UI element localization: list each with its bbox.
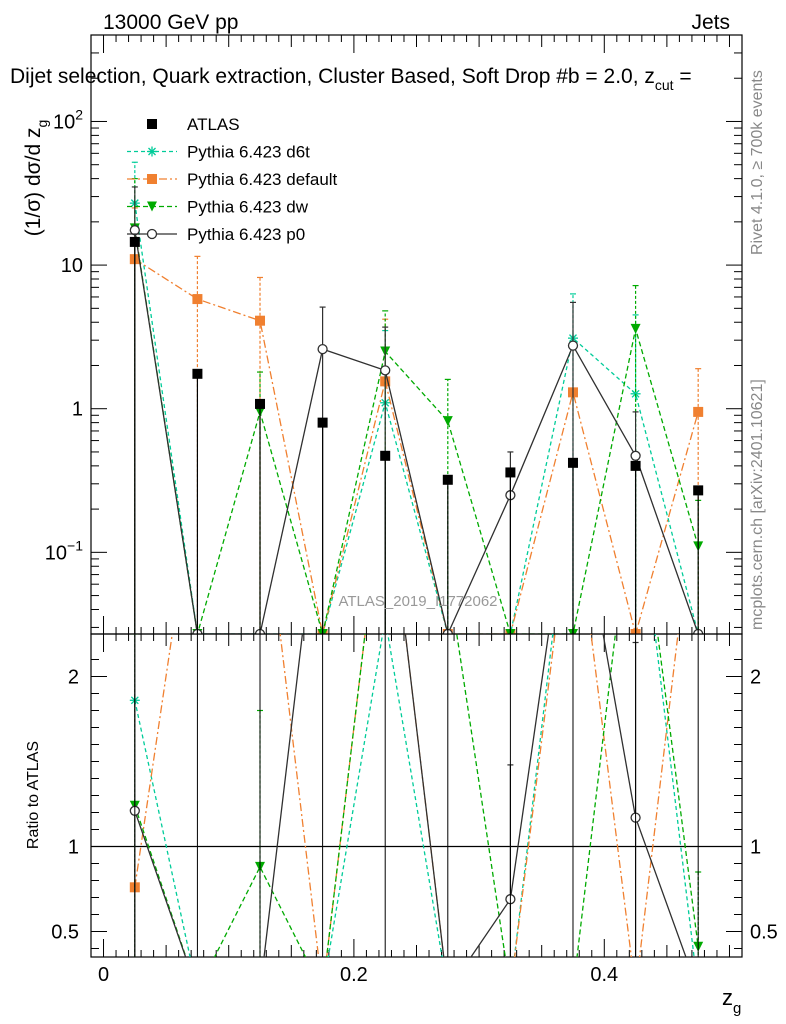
ratio-line-pythia-6-423-dw xyxy=(134,634,699,957)
x-axis-label: zg xyxy=(722,985,741,1017)
y-axis-label: (1/σ) dσ/d zg xyxy=(22,120,50,237)
data-point-atlas xyxy=(192,368,203,379)
data-point-atlas xyxy=(505,467,516,478)
ratio-y-tick-label: 1 xyxy=(68,837,79,859)
main-plot: 10−1 1 10 102 xyxy=(45,34,743,635)
data-point-atlas xyxy=(380,450,391,461)
x-tick-label: 0 xyxy=(98,964,109,986)
y-tick-label: 1 xyxy=(72,399,83,421)
ratio-y-tick-label-right: 0.5 xyxy=(750,922,778,944)
energy-label: 13000 GeV pp xyxy=(103,11,238,34)
main-series xyxy=(129,161,704,634)
data-point-atlas xyxy=(255,398,266,409)
data-point-atlas xyxy=(317,417,328,428)
x-tick-label: 0.2 xyxy=(340,964,368,986)
rivet-label: Rivet 4.1.0, ≥ 700k events xyxy=(749,70,766,255)
legend-label-pythia-6-423-p0: Pythia 6.423 p0 xyxy=(187,225,305,244)
ratio-y-tick-label: 2 xyxy=(68,667,79,689)
legend-marker-pythia-6-423-default xyxy=(147,174,157,184)
point-pythia-6-423-default xyxy=(192,294,203,305)
series-line-pythia-6-423-d6t xyxy=(134,203,699,634)
y-tick-label: 10−1 xyxy=(45,537,83,564)
process-label: Jets xyxy=(691,11,730,34)
series-line-pythia-6-423-default xyxy=(134,258,699,634)
legend-marker-pythia-6-423-p0 xyxy=(146,228,158,240)
point-pythia-6-423-p0 xyxy=(630,450,641,461)
data-point-atlas xyxy=(442,474,453,485)
point-pythia-6-423-p0 xyxy=(317,343,328,355)
ratio-y-axis-label: Ratio to ATLAS xyxy=(25,741,42,849)
y-tick-label: 10 xyxy=(61,255,83,277)
ratio-frame xyxy=(90,633,743,958)
data-point-atlas xyxy=(129,236,140,247)
data-point-atlas xyxy=(567,457,578,468)
ratio-y-tick-label: 0.5 xyxy=(51,922,79,944)
data-point-atlas xyxy=(693,485,704,496)
point-pythia-6-423-dw xyxy=(630,323,641,334)
mcplots-label: mcplots.cern.ch [arXiv:2401.10621] xyxy=(749,379,766,630)
series-line-pythia-6-423-dw xyxy=(134,228,699,634)
point-pythia-6-423-default xyxy=(693,406,704,417)
series-line-pythia-6-423-p0 xyxy=(134,230,699,634)
point-pythia-6-423-p0 xyxy=(380,365,391,376)
legend-label-pythia-6-423-dw: Pythia 6.423 dw xyxy=(187,198,309,217)
ratio-line-pythia-6-423-p0 xyxy=(134,634,687,957)
ratio-line-pythia-6-423-default xyxy=(134,634,679,957)
point-pythia-6-423-p0 xyxy=(567,340,579,351)
point-pythia-6-423-default xyxy=(255,315,266,326)
y-tick-label: 102 xyxy=(53,106,83,133)
watermark: ATLAS_2019_I1772062 xyxy=(338,593,497,610)
plot-title: Dijet selection, Quark extraction, Clust… xyxy=(10,65,692,93)
legend-label-pythia-6-423-default: Pythia 6.423 default xyxy=(187,170,338,189)
legend-label-atlas: ATLAS xyxy=(187,115,240,134)
ratio-y-tick-label-right: 2 xyxy=(750,667,761,689)
ratio-series xyxy=(129,634,704,957)
x-tick-label: 0.4 xyxy=(590,964,618,986)
legend-marker-pythia-6-423-dw xyxy=(147,201,157,212)
legend-label-pythia-6-423-d6t: Pythia 6.423 d6t xyxy=(187,143,310,162)
ratio-y-tick-label-right: 1 xyxy=(750,837,761,859)
data-point-atlas xyxy=(630,460,641,471)
legend-marker-pythia-6-423-d6t xyxy=(147,146,157,157)
legend: ATLAS Pythia 6.423 d6t Pythia 6.423 defaul… xyxy=(127,115,338,244)
point-pythia-6-423-p0 xyxy=(129,225,140,236)
legend-marker-atlas xyxy=(147,119,157,129)
ratio-line-pythia-6-423-d6t xyxy=(134,634,695,957)
point-pythia-6-423-dw xyxy=(442,416,453,427)
ratio-plot: 0 0.2 0.4 0.5 0.5 1 1 2 2 xyxy=(51,633,778,986)
